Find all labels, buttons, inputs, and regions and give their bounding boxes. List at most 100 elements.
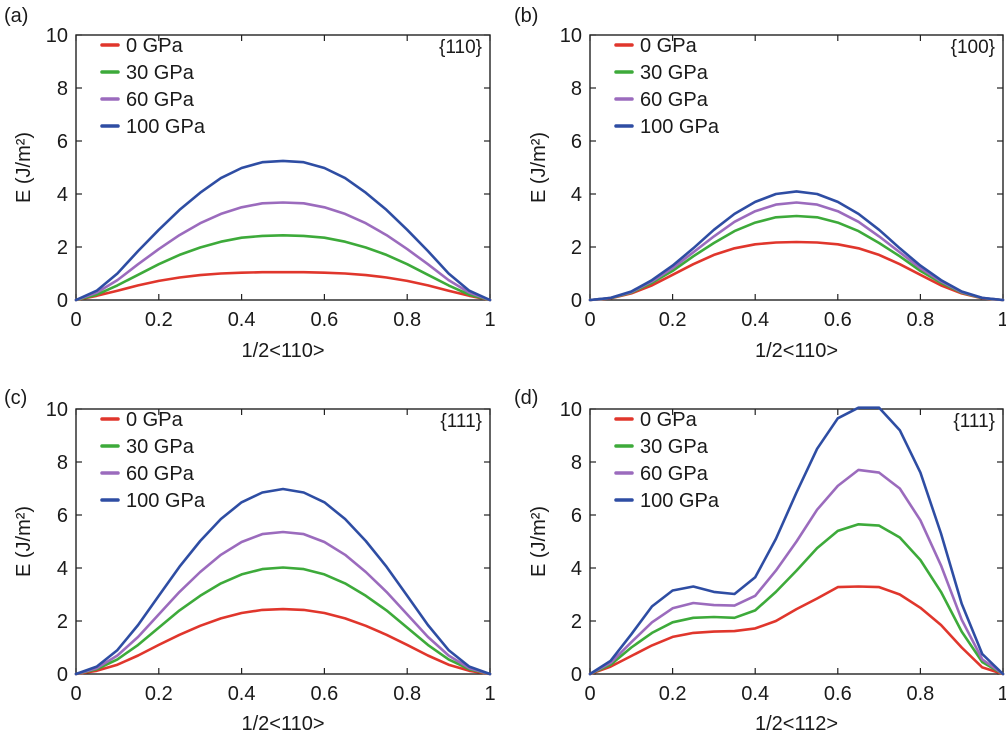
y-axis-label: E (J/m²) bbox=[528, 132, 550, 203]
y-tick-label: 10 bbox=[560, 399, 582, 421]
series-line-60-gpa bbox=[74, 530, 492, 676]
plot-frame bbox=[75, 408, 491, 675]
plane-annotation: {111} bbox=[953, 411, 995, 432]
x-tick-label: 0.2 bbox=[659, 309, 687, 331]
series-line-100-gpa bbox=[588, 406, 1005, 676]
legend-label: 100 GPa bbox=[126, 490, 206, 512]
series-line-0-gpa bbox=[588, 585, 1005, 676]
plot-frame bbox=[589, 408, 1004, 675]
y-tick-label: 2 bbox=[57, 611, 68, 633]
x-tick-label: 0.4 bbox=[741, 683, 769, 705]
series-line-0-gpa bbox=[588, 240, 1005, 302]
x-axis-label: 1/2<112> bbox=[755, 713, 838, 735]
x-tick-label: 0.2 bbox=[145, 309, 173, 331]
y-tick-label: 4 bbox=[57, 184, 68, 206]
x-axis-label: 1/2<110> bbox=[241, 713, 324, 735]
legend-label: 30 GPa bbox=[126, 436, 195, 458]
series-line-60-gpa bbox=[588, 201, 1005, 302]
y-tick-label: 10 bbox=[46, 399, 68, 421]
legend-label: 0 GPa bbox=[640, 35, 698, 57]
series-line-100-gpa bbox=[74, 159, 492, 302]
legend-label: 0 GPa bbox=[126, 409, 184, 431]
x-tick-label: 0.4 bbox=[228, 683, 256, 705]
legend-label: 0 GPa bbox=[640, 409, 698, 431]
legend-label: 60 GPa bbox=[640, 463, 709, 485]
x-tick-label: 0.8 bbox=[393, 683, 421, 705]
y-axis-label: E (J/m²) bbox=[13, 506, 35, 577]
y-tick-label: 8 bbox=[571, 452, 582, 474]
legend-label: 60 GPa bbox=[126, 89, 195, 111]
x-tick-label: 0 bbox=[70, 683, 81, 705]
x-tick-label: 1 bbox=[997, 309, 1006, 331]
x-tick-label: 0.6 bbox=[824, 683, 852, 705]
legend-label: 30 GPa bbox=[640, 62, 709, 84]
y-tick-label: 6 bbox=[571, 131, 582, 153]
series-line-60-gpa bbox=[74, 201, 492, 302]
series-line-30-gpa bbox=[588, 522, 1005, 676]
x-tick-label: 0.6 bbox=[824, 309, 852, 331]
plot-frame bbox=[75, 34, 491, 301]
y-tick-label: 0 bbox=[57, 664, 68, 686]
x-tick-label: 1 bbox=[997, 683, 1006, 705]
panel-label: (c) bbox=[4, 387, 27, 409]
x-tick-label: 0 bbox=[584, 683, 595, 705]
x-tick-label: 0 bbox=[70, 309, 81, 331]
series-line-0-gpa bbox=[74, 607, 492, 676]
y-tick-label: 4 bbox=[571, 184, 582, 206]
y-axis-label: E (J/m²) bbox=[528, 506, 550, 577]
x-tick-label: 0.2 bbox=[659, 683, 687, 705]
y-tick-label: 2 bbox=[571, 611, 582, 633]
y-tick-label: 0 bbox=[57, 290, 68, 312]
x-tick-label: 0.4 bbox=[741, 309, 769, 331]
legend-label: 60 GPa bbox=[126, 463, 195, 485]
x-tick-label: 0 bbox=[584, 309, 595, 331]
x-tick-label: 0.8 bbox=[393, 309, 421, 331]
y-tick-label: 8 bbox=[571, 78, 582, 100]
y-tick-label: 0 bbox=[571, 664, 582, 686]
x-tick-label: 0.6 bbox=[310, 309, 338, 331]
y-tick-label: 6 bbox=[571, 505, 582, 527]
series-line-100-gpa bbox=[74, 487, 492, 676]
y-tick-label: 2 bbox=[571, 237, 582, 259]
x-tick-label: 0.8 bbox=[906, 309, 934, 331]
legend-label: 100 GPa bbox=[126, 116, 206, 138]
legend-label: 60 GPa bbox=[640, 89, 709, 111]
y-tick-label: 0 bbox=[571, 290, 582, 312]
panel-label: (d) bbox=[514, 387, 538, 409]
x-tick-label: 1 bbox=[484, 309, 495, 331]
legend-label: 0 GPa bbox=[126, 35, 184, 57]
legend-label: 30 GPa bbox=[126, 62, 195, 84]
plane-annotation: {110} bbox=[439, 37, 482, 58]
y-tick-label: 6 bbox=[57, 131, 68, 153]
y-tick-label: 2 bbox=[57, 237, 68, 259]
x-axis-label: 1/2<110> bbox=[241, 340, 324, 362]
series-line-100-gpa bbox=[588, 190, 1005, 302]
y-tick-label: 6 bbox=[57, 505, 68, 527]
series-line-0-gpa bbox=[74, 270, 492, 302]
plot-frame bbox=[589, 34, 1004, 301]
series-line-60-gpa bbox=[588, 468, 1005, 676]
y-tick-label: 10 bbox=[560, 25, 582, 47]
legend-label: 30 GPa bbox=[640, 436, 709, 458]
series-line-30-gpa bbox=[588, 214, 1005, 302]
plane-annotation: {111} bbox=[440, 411, 482, 432]
x-tick-label: 0.4 bbox=[228, 309, 256, 331]
x-tick-label: 0.6 bbox=[310, 683, 338, 705]
y-tick-label: 4 bbox=[57, 558, 68, 580]
y-axis-label: E (J/m²) bbox=[13, 132, 35, 203]
legend-label: 100 GPa bbox=[640, 490, 720, 512]
y-tick-label: 8 bbox=[57, 452, 68, 474]
panel-label: (b) bbox=[514, 5, 538, 27]
x-axis-label: 1/2<110> bbox=[755, 340, 838, 362]
legend-label: 100 GPa bbox=[640, 116, 720, 138]
x-tick-label: 0.8 bbox=[906, 683, 934, 705]
y-tick-label: 8 bbox=[57, 78, 68, 100]
y-tick-label: 10 bbox=[46, 25, 68, 47]
x-tick-label: 1 bbox=[484, 683, 495, 705]
plane-annotation: {100} bbox=[951, 37, 995, 58]
series-line-30-gpa bbox=[74, 566, 492, 676]
